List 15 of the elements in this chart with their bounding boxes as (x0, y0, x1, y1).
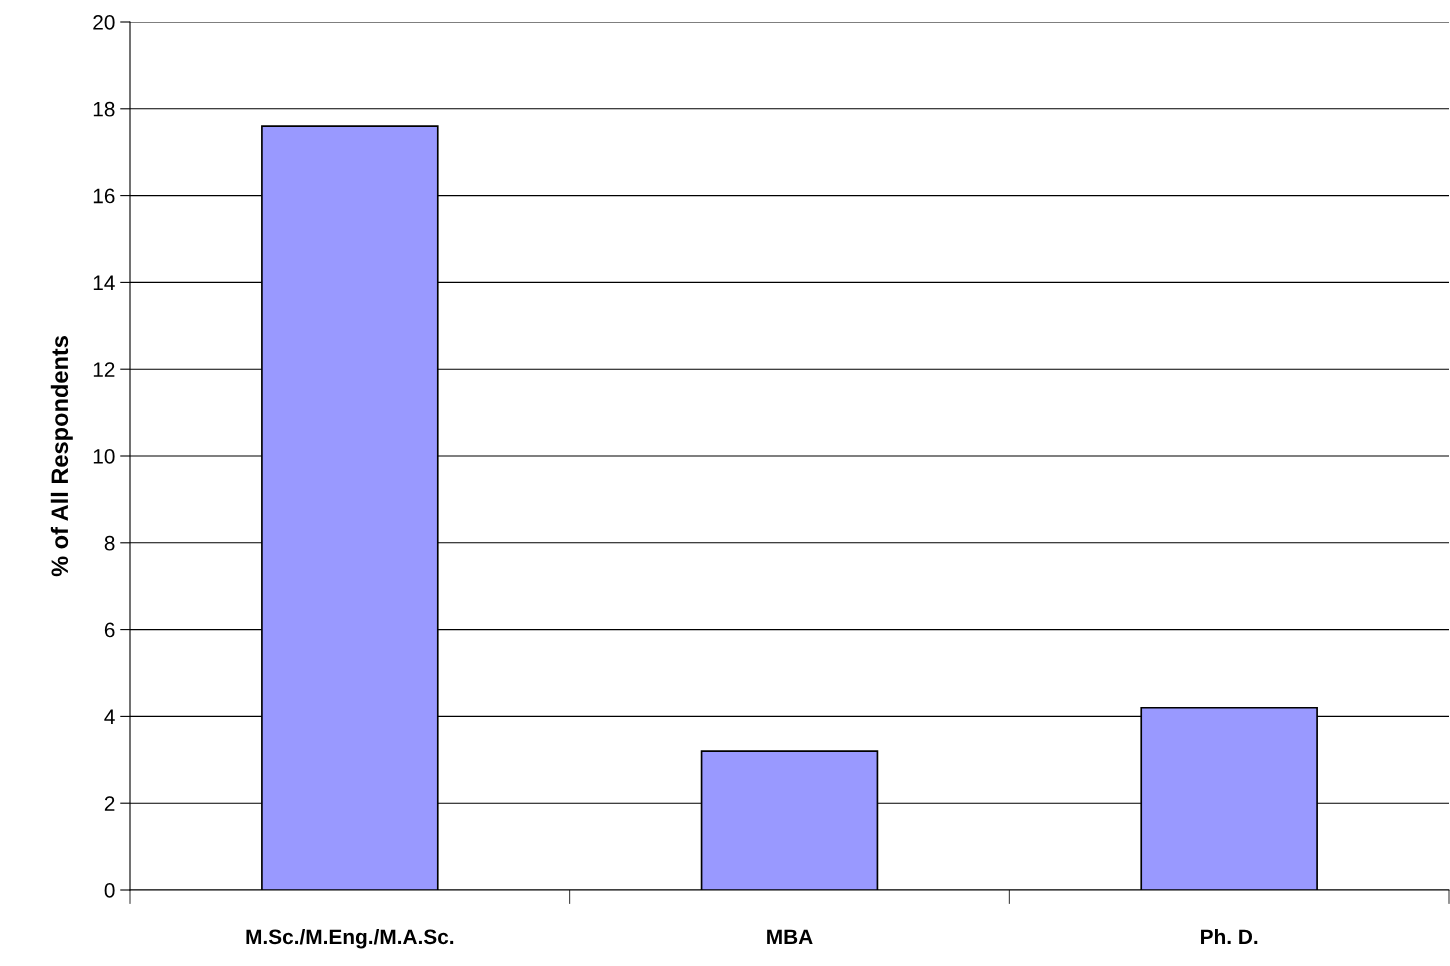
y-tick-label: 20 (93, 15, 115, 30)
y-tick-label: 10 (93, 449, 115, 464)
y-tick-label: 4 (104, 709, 115, 724)
y-tick-label: 14 (93, 275, 115, 290)
x-tick-label: M.Sc./M.Eng./M.A.Sc. (246, 928, 454, 949)
y-axis-title: % of All Respondents (50, 336, 73, 577)
y-tick-label: 18 (93, 101, 115, 117)
y-tick-label: 12 (93, 362, 115, 377)
y-tick-label: 2 (104, 796, 115, 811)
y-tick-label: 0 (104, 883, 115, 898)
y-tick-label: 16 (93, 188, 115, 204)
x-tick-label: Ph. D. (1201, 928, 1258, 944)
y-tick-label: 8 (104, 535, 115, 551)
y-tick-label: 6 (104, 622, 115, 638)
x-tick-label: MBA (767, 929, 813, 944)
